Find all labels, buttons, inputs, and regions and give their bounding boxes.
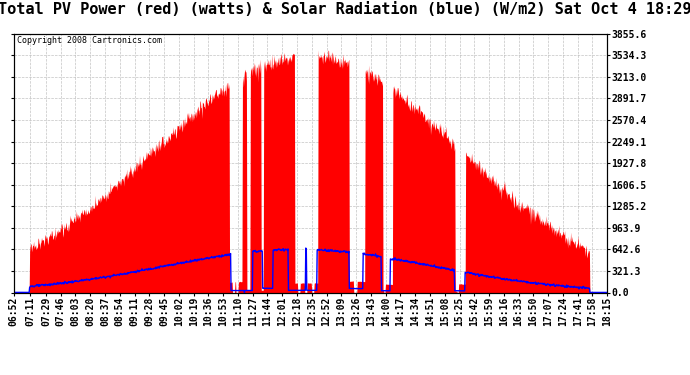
- Text: Copyright 2008 Cartronics.com: Copyright 2008 Cartronics.com: [17, 36, 161, 45]
- Text: Total PV Power (red) (watts) & Solar Radiation (blue) (W/m2) Sat Oct 4 18:29: Total PV Power (red) (watts) & Solar Rad…: [0, 2, 690, 17]
